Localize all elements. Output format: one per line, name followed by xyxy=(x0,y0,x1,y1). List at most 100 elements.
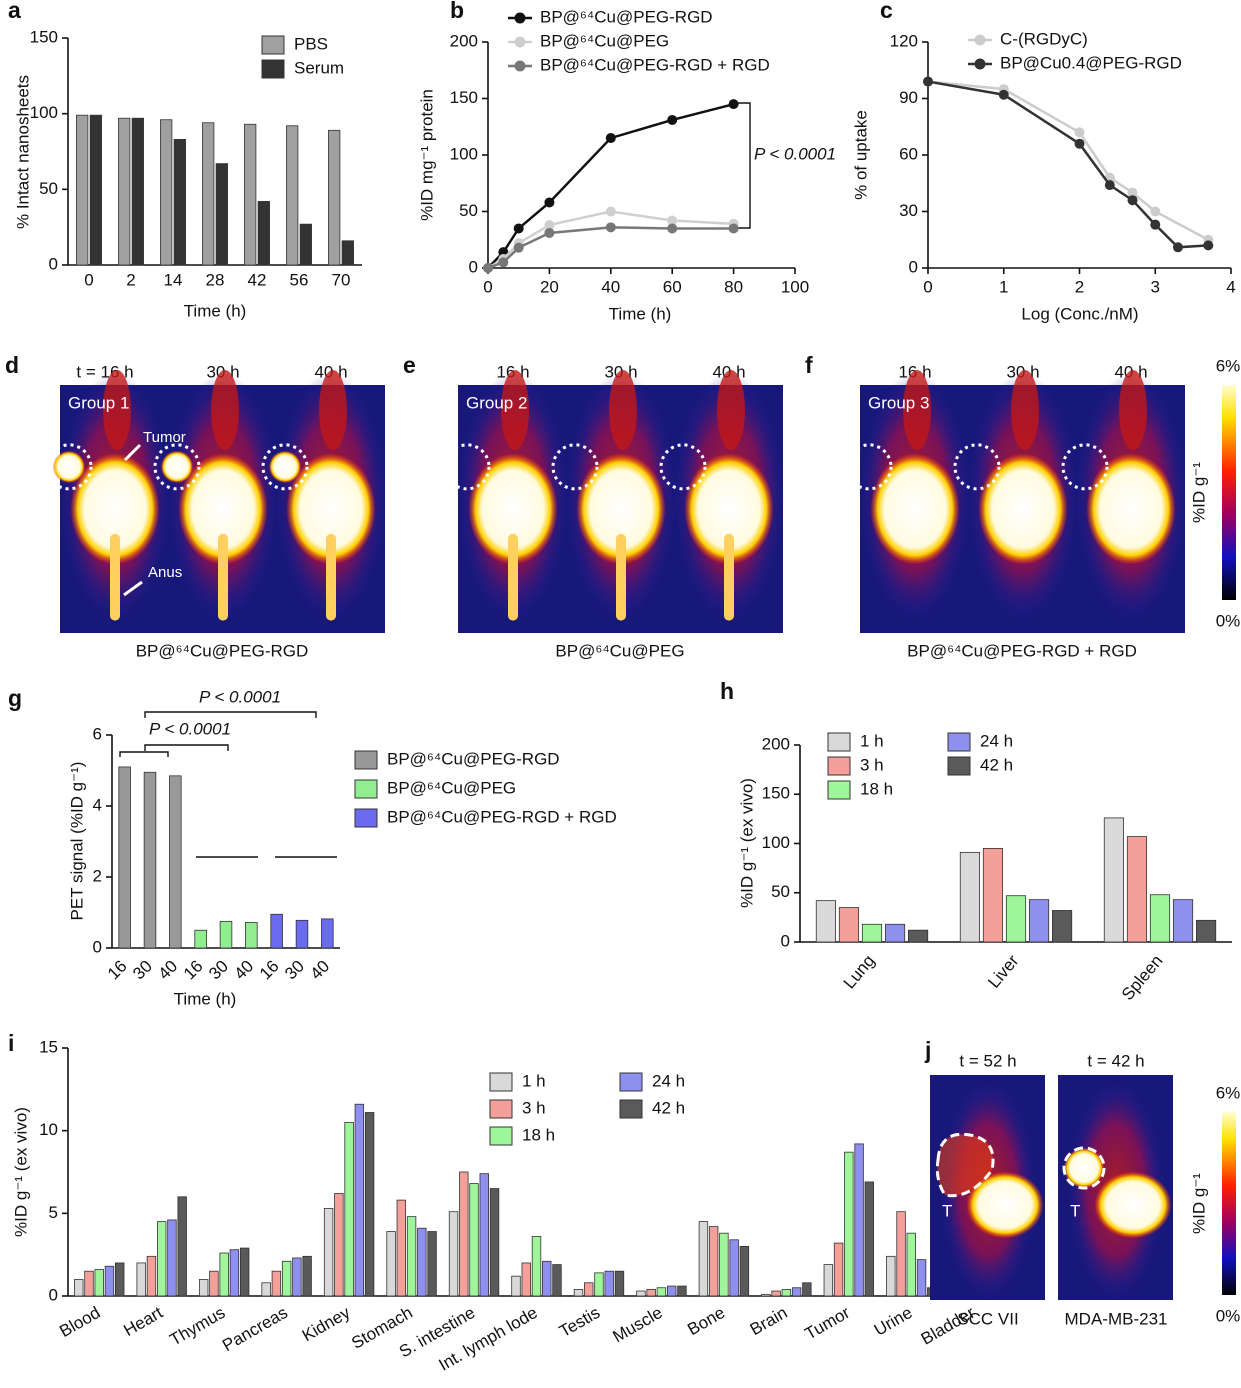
colorbar-label: %ID g⁻¹ xyxy=(1189,462,1208,523)
bar xyxy=(341,240,354,266)
time-label: t = 42 h xyxy=(1087,1051,1144,1070)
panel-label: f xyxy=(805,352,813,378)
bar xyxy=(1172,899,1194,943)
bar xyxy=(143,771,157,949)
y-tick-label: 90 xyxy=(899,88,918,107)
legend-label: 24 h xyxy=(980,731,1013,750)
colorbar xyxy=(1222,1112,1236,1295)
panel-label: b xyxy=(450,0,464,23)
liver-signal xyxy=(287,454,375,564)
bar xyxy=(729,1239,739,1297)
colorbar-min: 0% xyxy=(1216,1306,1241,1325)
tumor-outline xyxy=(845,443,893,491)
y-axis-label: % of uptake xyxy=(851,110,870,200)
data-point xyxy=(1127,187,1138,198)
bar xyxy=(636,1290,646,1297)
series-line xyxy=(487,226,734,270)
y-tick-label: 0 xyxy=(781,931,790,950)
tumor-outline xyxy=(153,443,201,491)
bar xyxy=(215,163,228,266)
bar xyxy=(802,1282,812,1297)
bar xyxy=(146,1255,157,1297)
x-tick-label: 80 xyxy=(724,277,743,296)
y-tick-label: 30 xyxy=(899,201,918,220)
legend-marker xyxy=(974,34,986,46)
significance-bracket xyxy=(735,102,751,229)
bar xyxy=(1149,894,1171,943)
tail-signal xyxy=(508,533,518,621)
legend-marker xyxy=(974,58,986,70)
bar xyxy=(959,851,980,943)
x-tick-label: 4 xyxy=(1226,277,1235,296)
bar xyxy=(94,1269,104,1297)
panel-label: i xyxy=(8,1030,14,1056)
bar xyxy=(854,1143,864,1297)
x-tick-label: 40 xyxy=(307,957,334,984)
bar xyxy=(781,1288,792,1297)
y-tick-label: 100 xyxy=(450,144,478,163)
data-point xyxy=(667,223,678,234)
y-tick-label: 15 xyxy=(39,1037,58,1056)
x-tick-label: 0 xyxy=(923,277,932,296)
bar xyxy=(552,1264,562,1297)
data-point xyxy=(998,89,1009,100)
legend-label: 42 h xyxy=(652,1098,685,1117)
legend-label: BP@⁶⁴Cu@PEG xyxy=(540,31,669,50)
bar xyxy=(261,1282,271,1297)
bar xyxy=(271,1270,282,1297)
y-axis-label: %ID mg⁻¹ protein xyxy=(417,89,436,221)
data-point xyxy=(544,220,555,231)
liver-signal xyxy=(71,454,159,564)
bar xyxy=(321,918,334,949)
head-signal xyxy=(903,370,931,450)
bar xyxy=(160,119,173,266)
legend-swatch xyxy=(354,779,378,799)
bar xyxy=(469,1183,479,1297)
y-tick-label: 100 xyxy=(762,833,790,852)
bar xyxy=(344,1122,354,1297)
tumor-signal xyxy=(269,450,301,483)
bar xyxy=(292,1257,302,1297)
head-signal xyxy=(319,370,347,450)
x-tick-label: Liver xyxy=(984,951,1022,992)
x-tick-label: Bone xyxy=(684,1303,728,1339)
tail-signal xyxy=(616,533,626,621)
group-label: Group 2 xyxy=(466,393,527,412)
tumor-mark: T xyxy=(942,1201,952,1220)
bar xyxy=(386,1231,396,1297)
x-tick-label: 14 xyxy=(164,270,183,289)
bar xyxy=(479,1173,489,1297)
x-axis-label: Time (h) xyxy=(609,304,672,323)
data-point xyxy=(513,242,524,253)
x-tick-label: 70 xyxy=(332,270,351,289)
bar xyxy=(219,1252,229,1297)
x-tick-label: 40 xyxy=(601,277,620,296)
bar xyxy=(118,117,131,266)
x-tick-label: 30 xyxy=(129,957,156,984)
x-tick-label: 16 xyxy=(180,957,207,984)
y-tick-label: 0 xyxy=(49,1285,58,1304)
tumor-outline xyxy=(45,443,93,491)
bar xyxy=(594,1272,604,1297)
x-tick-label: Tumor xyxy=(802,1303,854,1344)
bar xyxy=(656,1287,667,1297)
x-tick-label: 30 xyxy=(205,957,232,984)
bar xyxy=(257,201,270,266)
legend-swatch xyxy=(261,59,285,79)
x-tick-label: 16 xyxy=(256,957,283,984)
legend-swatch xyxy=(827,732,851,752)
bar xyxy=(614,1270,625,1297)
legend-label: 42 h xyxy=(980,755,1013,774)
panel-label: a xyxy=(8,0,21,23)
head-signal xyxy=(717,370,745,450)
bar xyxy=(1005,895,1027,943)
tail-signal xyxy=(724,533,734,621)
liver-signal xyxy=(1087,454,1175,564)
data-point xyxy=(1104,180,1115,191)
bar xyxy=(328,129,341,266)
caption: BP@⁶⁴Cu@PEG-RGD + RGD xyxy=(907,641,1137,660)
x-tick-label: 2 xyxy=(126,270,135,289)
legend-label: 18 h xyxy=(522,1125,555,1144)
bar xyxy=(739,1246,750,1297)
y-tick-label: 0 xyxy=(49,254,58,273)
